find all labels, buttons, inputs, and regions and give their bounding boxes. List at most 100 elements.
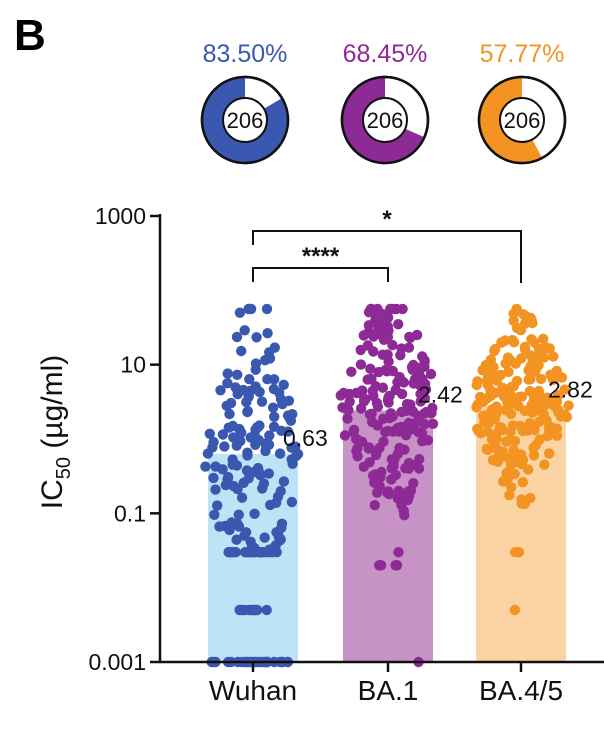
data-point xyxy=(209,509,220,520)
data-point xyxy=(541,415,552,426)
data-point xyxy=(427,418,439,429)
data-point xyxy=(563,400,574,411)
data-point xyxy=(502,469,513,481)
data-point xyxy=(471,379,482,391)
data-point xyxy=(548,351,559,362)
bar-value-label: 0.63 xyxy=(283,425,328,451)
data-point xyxy=(358,461,369,472)
data-point xyxy=(222,368,233,379)
data-point xyxy=(509,436,521,447)
donut-outer-ring xyxy=(200,75,290,165)
data-point xyxy=(387,303,398,315)
data-point xyxy=(497,382,508,393)
data-point xyxy=(239,604,250,616)
bars-layer xyxy=(208,405,566,662)
data-point xyxy=(509,604,521,616)
data-point xyxy=(358,330,369,341)
data-point xyxy=(368,346,379,357)
data-point xyxy=(505,408,517,420)
data-point xyxy=(370,449,382,461)
data-point xyxy=(478,410,489,421)
data-point xyxy=(262,328,273,339)
donut-1: 83.50% 206 xyxy=(200,40,290,165)
data-point xyxy=(542,430,553,442)
data-point xyxy=(490,439,501,451)
data-point xyxy=(383,392,394,403)
data-point xyxy=(393,319,404,330)
data-point xyxy=(263,468,274,479)
data-point xyxy=(382,349,393,360)
data-point xyxy=(338,387,349,399)
donut-percent-label: 83.50% xyxy=(203,40,288,68)
data-point xyxy=(511,303,522,315)
data-point xyxy=(554,407,565,418)
data-point xyxy=(360,394,371,405)
y-tick-label: 1000 xyxy=(95,203,146,229)
data-point xyxy=(274,533,285,544)
data-point xyxy=(378,436,389,447)
data-point xyxy=(278,476,290,487)
data-point xyxy=(411,329,423,341)
data-point xyxy=(346,366,357,377)
points-Wuhan xyxy=(200,303,304,668)
data-point xyxy=(421,406,432,418)
data-point xyxy=(494,422,505,433)
data-point xyxy=(404,331,415,343)
data-point xyxy=(364,409,376,420)
data-point xyxy=(348,424,360,436)
data-point xyxy=(519,341,531,353)
data-point xyxy=(508,381,519,392)
data-point xyxy=(255,470,266,481)
data-point xyxy=(268,383,280,395)
data-point xyxy=(200,461,211,472)
data-point xyxy=(243,303,254,315)
data-point xyxy=(397,303,408,315)
data-point xyxy=(250,424,261,435)
data-point xyxy=(233,521,245,532)
data-point xyxy=(519,498,530,510)
donut-percent-label: 57.77% xyxy=(480,40,565,68)
data-point xyxy=(244,374,255,385)
data-point xyxy=(217,429,229,440)
data-point xyxy=(535,373,547,385)
data-point xyxy=(215,385,226,396)
donut-count-label: 206 xyxy=(504,108,541,133)
data-point xyxy=(417,436,428,447)
data-point xyxy=(396,406,407,418)
data-point xyxy=(373,366,384,378)
data-point xyxy=(516,391,528,402)
data-point xyxy=(227,547,239,558)
data-point xyxy=(551,396,563,407)
data-point xyxy=(234,307,246,318)
data-point xyxy=(536,406,547,417)
x-axis: Wuhan BA.1 BA.4/5 xyxy=(160,660,604,706)
data-point xyxy=(544,343,555,354)
data-point xyxy=(530,439,542,451)
data-point xyxy=(267,402,279,413)
donut-outer-ring xyxy=(477,75,567,165)
data-point xyxy=(496,449,507,460)
data-point xyxy=(339,430,351,441)
data-point xyxy=(357,385,368,396)
data-point xyxy=(276,522,287,534)
data-point xyxy=(538,352,550,363)
data-point xyxy=(403,342,415,353)
data-point xyxy=(382,487,393,498)
donut-outer-ring xyxy=(340,75,430,165)
data-point xyxy=(508,315,519,326)
y-tick-label: 0.001 xyxy=(88,649,146,675)
donut-hole xyxy=(222,97,268,143)
data-point xyxy=(261,303,273,315)
data-point xyxy=(250,439,261,450)
data-point xyxy=(337,402,348,413)
data-point xyxy=(398,377,409,388)
donut-filled-arc xyxy=(342,77,425,163)
data-point xyxy=(236,492,248,503)
data-point xyxy=(372,420,383,431)
y-axis-label: IC50 (µg/ml) xyxy=(36,355,75,510)
data-point xyxy=(236,345,247,357)
data-point xyxy=(475,427,487,439)
data-point xyxy=(231,331,243,343)
data-point xyxy=(471,402,482,413)
significance-label: **** xyxy=(302,243,340,270)
